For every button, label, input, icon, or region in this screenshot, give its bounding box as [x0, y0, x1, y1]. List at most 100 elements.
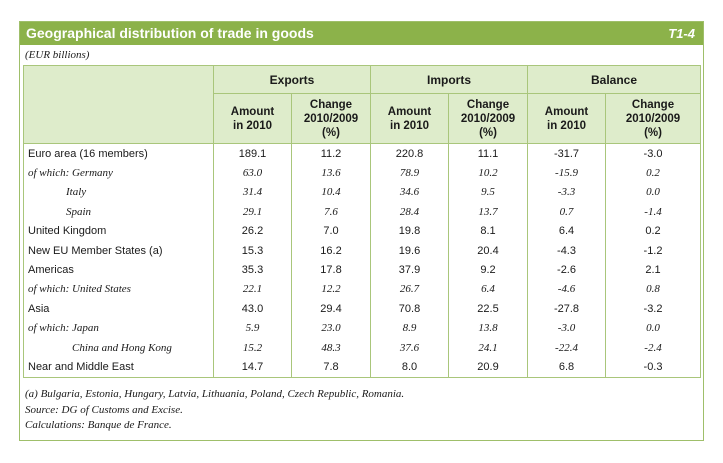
value-cell: 26.2: [213, 221, 292, 241]
value-cell: -0.3: [605, 357, 702, 378]
value-cell: 9.5: [447, 182, 529, 203]
value-cell: 13.7: [447, 202, 529, 222]
value-cell: 19.8: [370, 221, 449, 241]
row-label: Italy: [23, 182, 214, 203]
exports-amount-header: Amount in 2010: [213, 93, 292, 144]
value-cell: 63.0: [213, 163, 292, 183]
title-bar: Geographical distribution of trade in go…: [20, 22, 703, 45]
value-cell: 0.0: [605, 318, 702, 338]
row-label: Euro area (16 members): [23, 143, 214, 164]
value-cell: 78.9: [370, 163, 449, 183]
value-cell: 31.4: [213, 182, 292, 203]
value-cell: -3.3: [527, 182, 607, 203]
footnote-a: (a) Bulgaria, Estonia, Hungary, Latvia, …: [25, 388, 405, 400]
value-cell: 12.2: [291, 279, 371, 300]
value-cell: -27.8: [527, 299, 607, 319]
imports-change-header: Change 2010/2009 (%): [447, 93, 529, 144]
value-cell: -22.4: [527, 337, 607, 358]
table-row: Spain 29.1 7.6 28.4 13.7 0.7 -1.4: [23, 202, 702, 222]
imports-amount-header: Amount in 2010: [370, 93, 449, 144]
table-row: of which: Japan 5.9 23.0 8.9 13.8 -3.0 0.0: [23, 318, 702, 338]
value-cell: -2.6: [527, 260, 607, 280]
table-row: New EU Member States (a) 15.3 16.2 19.6 20.4…: [23, 240, 702, 261]
row-label: Asia: [23, 299, 214, 319]
header-balance: Balance: [527, 65, 702, 94]
value-cell: 16.2: [291, 240, 371, 261]
value-cell: 9.2: [447, 260, 529, 280]
value-cell: 20.4: [447, 240, 529, 261]
value-cell: 29.4: [291, 299, 371, 319]
value-cell: 34.6: [370, 182, 449, 203]
row-label: Spain: [23, 202, 214, 222]
value-cell: 0.0: [605, 182, 702, 203]
table-row: of which: Germany 63.0 13.6 78.9 10.2 -15.9 0.…: [23, 163, 702, 183]
row-label: of which: Japan: [23, 318, 214, 338]
exports-change-header: Change 2010/2009 (%): [291, 93, 371, 144]
value-cell: 8.1: [447, 221, 529, 241]
value-cell: 37.9: [370, 260, 449, 280]
value-cell: 13.6: [291, 163, 371, 183]
value-cell: 6.4: [527, 221, 607, 241]
value-cell: 0.7: [527, 202, 607, 222]
table-row: of which: United States 22.1 12.2 26.7 6.4 -4…: [23, 279, 702, 300]
value-cell: 29.1: [213, 202, 292, 222]
table-row: Asia 43.0 29.4 70.8 22.5 -27.8 -3.2: [23, 299, 702, 319]
table-row: Americas 35.3 17.8 37.9 9.2 -2.6 2.1: [23, 260, 702, 280]
header-exports: Exports: [213, 65, 371, 94]
value-cell: 6.8: [527, 357, 607, 378]
value-cell: 0.2: [605, 221, 702, 241]
balance-change-header: Change 2010/2009 (%): [605, 93, 702, 144]
header-blank: [23, 65, 214, 144]
value-cell: 7.8: [291, 357, 371, 378]
value-cell: -15.9: [527, 163, 607, 183]
trade-table: Exports Imports Balance Amount in 2010 Cha…: [23, 65, 702, 378]
balance-amount-header: Amount in 2010: [527, 93, 607, 144]
table-row: Near and Middle East 14.7 7.8 8.0 20.9 6.8 -0.…: [23, 357, 702, 378]
table-row: Euro area (16 members) 189.1 11.2 220.8 11.1…: [23, 143, 702, 164]
table-id: T1-4: [668, 26, 695, 41]
value-cell: -4.3: [527, 240, 607, 261]
row-label: New EU Member States (a): [23, 240, 214, 261]
row-label: United Kingdom: [23, 221, 214, 241]
unit-label: (EUR billions): [25, 49, 90, 61]
value-cell: 2.1: [605, 260, 702, 280]
value-cell: -1.4: [605, 202, 702, 222]
value-cell: 15.3: [213, 240, 292, 261]
value-cell: -3.2: [605, 299, 702, 319]
value-cell: -2.4: [605, 337, 702, 358]
row-label: China and Hong Kong: [23, 337, 214, 358]
value-cell: 8.9: [370, 318, 449, 338]
value-cell: 20.9: [447, 357, 529, 378]
value-cell: 220.8: [370, 143, 449, 164]
table-row: Italy 31.4 10.4 34.6 9.5 -3.3 0.0: [23, 182, 702, 203]
value-cell: 10.4: [291, 182, 371, 203]
footnote-source: Source: DG of Customs and Excise.: [25, 403, 183, 416]
value-cell: 7.6: [291, 202, 371, 222]
value-cell: -4.6: [527, 279, 607, 300]
row-label: of which: Germany: [23, 163, 214, 183]
value-cell: 48.3: [291, 337, 371, 358]
value-cell: 23.0: [291, 318, 371, 338]
value-cell: 11.1: [447, 143, 529, 164]
value-cell: 5.9: [213, 318, 292, 338]
table-frame: Geographical distribution of trade in go…: [19, 21, 704, 441]
value-cell: 28.4: [370, 202, 449, 222]
value-cell: -1.2: [605, 240, 702, 261]
footnote-calculations: Calculations: Banque de France.: [25, 419, 172, 431]
value-cell: 7.0: [291, 221, 371, 241]
value-cell: -31.7: [527, 143, 607, 164]
row-label: Near and Middle East: [23, 357, 214, 378]
value-cell: 22.1: [213, 279, 292, 300]
value-cell: 22.5: [447, 299, 529, 319]
value-cell: 17.8: [291, 260, 371, 280]
value-cell: 8.0: [370, 357, 449, 378]
value-cell: 35.3: [213, 260, 292, 280]
row-label: Americas: [23, 260, 214, 280]
value-cell: -3.0: [527, 318, 607, 338]
value-cell: 14.7: [213, 357, 292, 378]
table-row: China and Hong Kong 15.2 48.3 37.6 24.1 -22.4…: [23, 337, 702, 358]
value-cell: 10.2: [447, 163, 529, 183]
header-imports: Imports: [369, 65, 529, 94]
value-cell: 24.1: [447, 337, 529, 358]
value-cell: 19.6: [370, 240, 449, 261]
